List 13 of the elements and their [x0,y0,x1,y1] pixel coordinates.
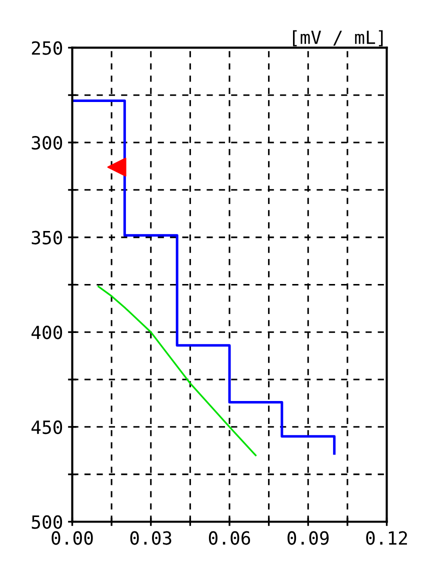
x-tick-label: 0.00 [52,531,93,545]
x-tick-label: 0.06 [208,531,250,545]
y-tick-label: 250 [32,41,62,55]
x-tick-label: 0.12 [366,531,407,545]
x-tick-label: 0.03 [130,531,172,545]
y-tick-label: 400 [32,326,62,340]
y-tick-label: 450 [32,420,62,434]
line-series [98,286,257,456]
y-tick-label: 500 [32,515,62,529]
x-tick-label: 0.09 [288,531,329,545]
y-axis-title: [mV / mL] [293,30,383,46]
y-tick-label: 300 [32,136,62,150]
y-tick-label: 350 [32,230,62,244]
